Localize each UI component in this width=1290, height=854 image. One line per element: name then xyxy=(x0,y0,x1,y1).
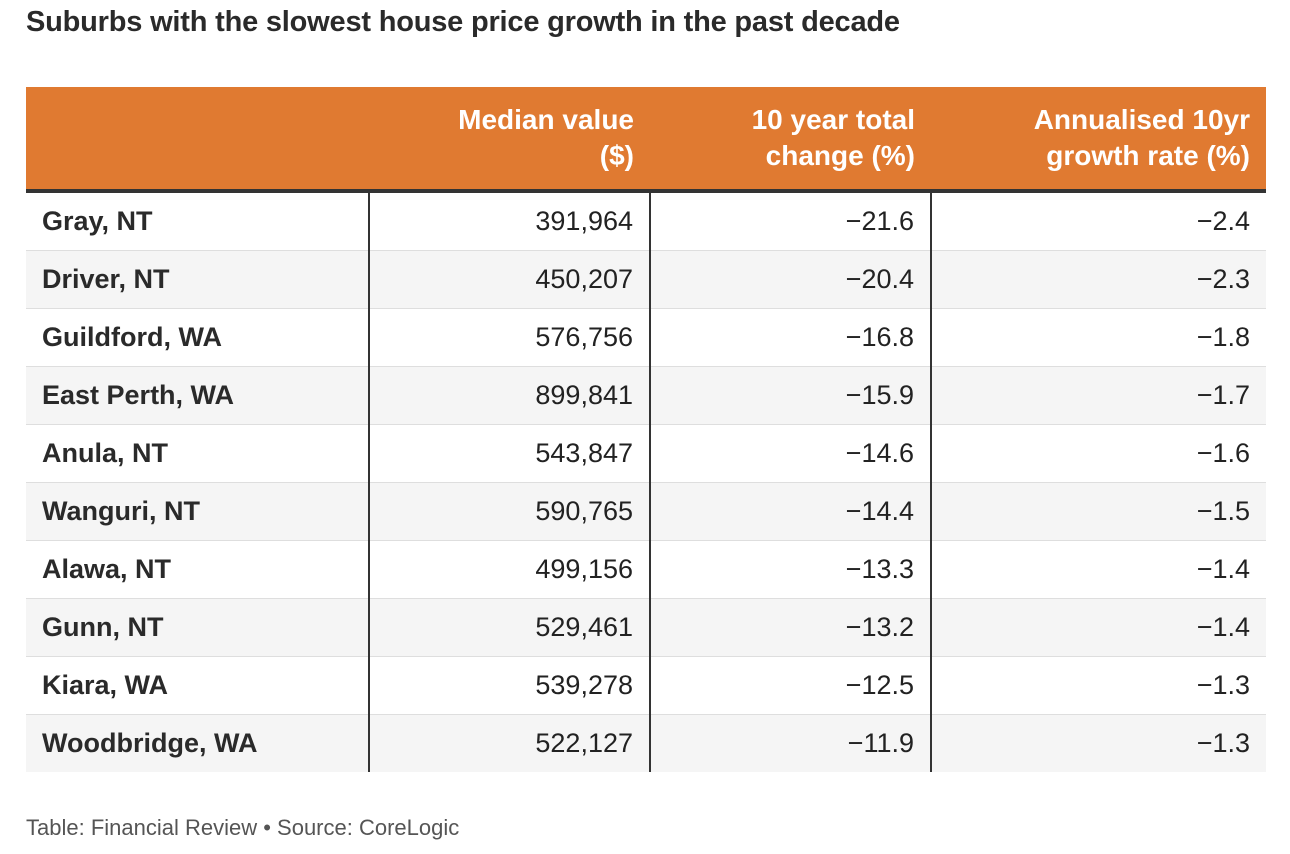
table-row: Kiara, WA 539,278 −12.5 −1.3 xyxy=(26,656,1266,715)
table-body: Gray, NT 391,964 −21.6 −2.4 Driver, NT 450,20… xyxy=(26,191,1266,772)
row-label: Gray, NT xyxy=(42,206,153,236)
table-cell: −1.3 xyxy=(930,714,1266,772)
row-label: East Perth, WA xyxy=(26,366,369,425)
table-cell: −1.7 xyxy=(930,366,1266,425)
table-cell: −14.6 xyxy=(649,424,931,483)
table-row: Wanguri, NT 590,765 −14.4 −1.5 xyxy=(26,482,1266,541)
table-row: Driver, NT 450,207 −20.4 −2.3 xyxy=(26,250,1266,309)
row-label: Guildford, WA xyxy=(26,308,369,367)
table-cell: −2.3 xyxy=(930,250,1266,309)
table-cell: 899,841 xyxy=(368,366,650,425)
table-row: East Perth, WA 899,841 −15.9 −1.7 xyxy=(26,366,1266,425)
table-row: Alawa, NT 499,156 −13.3 −1.4 xyxy=(26,540,1266,599)
source-footer: Table: Financial Review • Source: CoreLo… xyxy=(26,815,460,840)
table-cell: −1.4 xyxy=(930,540,1266,599)
table-cell: −13.3 xyxy=(649,540,931,599)
table-cell: 450,207 xyxy=(368,250,650,309)
row-label: Gunn, NT xyxy=(26,598,369,657)
table-row: Anula, NT 543,847 −14.6 −1.6 xyxy=(26,424,1266,483)
column-header: Annualised 10yr growth rate (%) xyxy=(931,87,1266,193)
row-label: Wanguri, NT xyxy=(26,482,369,541)
row-label: Anula, NT xyxy=(26,424,369,483)
table-row: Woodbridge, WA 522,127 −11.9 −1.3 xyxy=(26,714,1266,772)
table-title: Suburbs with the slowest house price gro… xyxy=(26,6,900,38)
table-cell: −1.4 xyxy=(930,598,1266,657)
table-cell: −12.5 xyxy=(649,656,931,715)
table-cell: −2.4 xyxy=(930,191,1266,251)
row-label: Driver, NT xyxy=(26,250,369,309)
table-cell: −11.9 xyxy=(649,714,931,772)
table-row: Gray, NT 391,964 −21.6 −2.4 xyxy=(26,191,1266,251)
table-cell: 576,756 xyxy=(368,308,650,367)
table-cell: 499,156 xyxy=(368,540,650,599)
header-row: Median value ($) 10 year total change (%) An… xyxy=(26,87,1266,193)
table-cell: −1.3 xyxy=(930,656,1266,715)
table-row: Gunn, NT 529,461 −13.2 −1.4 xyxy=(26,598,1266,657)
table-cell: −13.2 xyxy=(649,598,931,657)
table-cell: −20.4 xyxy=(649,250,931,309)
table-cell: 539,278 xyxy=(368,656,650,715)
table-cell: −15.9 xyxy=(649,366,931,425)
table-header: Median value ($) 10 year total change (%) An… xyxy=(26,87,1266,193)
table-cell: −1.5 xyxy=(930,482,1266,541)
column-header-label xyxy=(26,87,369,193)
table-row: Guildford, WA 576,756 −16.8 −1.8 xyxy=(26,308,1266,367)
table-cell: −1.8 xyxy=(930,308,1266,367)
column-header: 10 year total change (%) xyxy=(650,87,931,193)
table-cell: −14.4 xyxy=(649,482,931,541)
table-cell: −1.6 xyxy=(930,424,1266,483)
table-cell: 391,964 xyxy=(368,191,650,251)
data-table: Median value ($) 10 year total change (%) An… xyxy=(26,87,1266,772)
data-table-wrapper: Median value ($) 10 year total change (%) An… xyxy=(26,87,1266,772)
table-cell: 543,847 xyxy=(368,424,650,483)
row-label: Kiara, WA xyxy=(26,656,369,715)
table-cell: −21.6 xyxy=(649,191,931,251)
table-cell: 590,765 xyxy=(368,482,650,541)
table-cell: 522,127 xyxy=(368,714,650,772)
column-header: Median value ($) xyxy=(369,87,650,193)
table-cell: −16.8 xyxy=(649,308,931,367)
row-label: Alawa, NT xyxy=(26,540,369,599)
row-label: Woodbridge, WA xyxy=(26,714,369,772)
table-cell: 529,461 xyxy=(368,598,650,657)
